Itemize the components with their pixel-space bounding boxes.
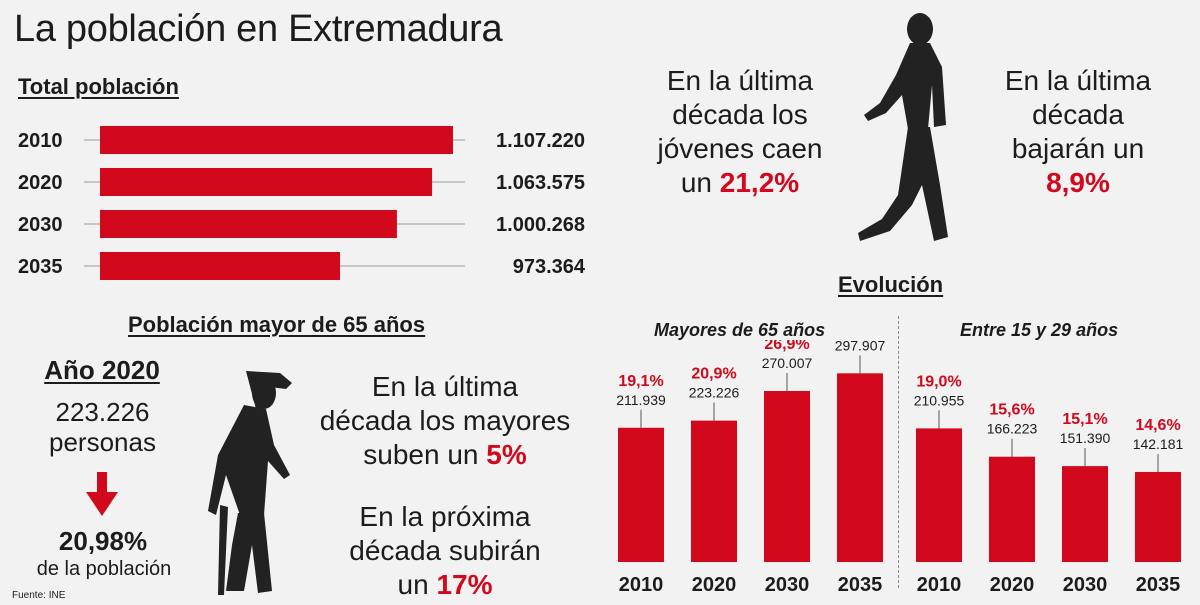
youth-value-label: 151.390 bbox=[1060, 430, 1111, 446]
seniors-percent-caption: de la población bbox=[36, 558, 172, 580]
seniors-rise-highlight: 5% bbox=[486, 439, 527, 470]
seniors-next-text: En la próxima década subirán un 17% bbox=[349, 501, 541, 600]
total-bar-2020 bbox=[100, 168, 433, 196]
youth-bar-2030 bbox=[1062, 466, 1108, 562]
total-year-label: 2035 bbox=[18, 256, 63, 278]
seniors-heading: Población mayor de 65 años bbox=[128, 312, 426, 337]
seniors-bar-2030 bbox=[764, 390, 810, 562]
seniors-percent-label: 26,9% bbox=[764, 340, 809, 353]
seniors-percent-label: 20,9% bbox=[691, 366, 736, 383]
seniors-year-label: 2020 bbox=[692, 574, 737, 596]
total-bar-2010 bbox=[100, 126, 453, 154]
youth-percent-label: 19,0% bbox=[916, 373, 961, 390]
youth-percent-label: 15,1% bbox=[1062, 411, 1107, 428]
seniors-count-block: 223.226 personas bbox=[20, 397, 185, 457]
seniors-value-label: 211.939 bbox=[616, 392, 666, 408]
seniors-bar-2010 bbox=[618, 427, 664, 562]
youth-chart-title: Entre 15 y 29 años bbox=[960, 320, 1119, 340]
seniors-next-highlight: 17% bbox=[436, 569, 493, 600]
total-value-label: 1.000.268 bbox=[496, 214, 585, 236]
young-next-text: En la última década bajarán un 8,9% bbox=[978, 64, 1178, 200]
youth-value-label: 210.955 bbox=[914, 392, 965, 408]
total-year-label: 2010 bbox=[18, 130, 63, 152]
evolution-charts: 211.939 19,1% 2010 223.226 20,9% 2020 270.007 2… bbox=[616, 340, 1184, 596]
youth-year-label: 2030 bbox=[1063, 574, 1108, 596]
source-note: Fuente: INE bbox=[12, 590, 66, 601]
seniors-year-label: 2010 bbox=[619, 574, 664, 596]
young-next-highlight: 8,9% bbox=[1046, 167, 1110, 198]
youth-year-label: 2010 bbox=[917, 574, 962, 596]
youth-bar-2035 bbox=[1135, 471, 1181, 562]
seniors-percent-label: 19,1% bbox=[618, 373, 663, 390]
seniors-percent: 20,98% bbox=[58, 526, 148, 556]
section-divider bbox=[898, 316, 899, 588]
young-person-silhouette bbox=[858, 13, 948, 241]
youth-year-label: 2035 bbox=[1136, 574, 1181, 596]
elderly-person-silhouette bbox=[208, 371, 292, 595]
total-value-label: 1.063.575 bbox=[496, 172, 585, 194]
seniors-year-label: 2030 bbox=[765, 574, 810, 596]
youth-year-label: 2020 bbox=[990, 574, 1035, 596]
total-year-label: 2020 bbox=[18, 172, 63, 194]
total-year-label: 2030 bbox=[18, 214, 63, 236]
seniors-bar-2020 bbox=[691, 420, 737, 562]
youth-value-label: 142.181 bbox=[1133, 436, 1184, 452]
total-value-label: 1.107.220 bbox=[496, 130, 585, 152]
total-population-chart: 2010 1.107.220 2020 1.063.575 2030 1.000.268 2… bbox=[18, 126, 586, 280]
page-title: La población en Extremadura bbox=[14, 8, 503, 50]
seniors-chart-title: Mayores de 65 años bbox=[654, 320, 826, 340]
seniors-year-label: 2035 bbox=[838, 574, 883, 596]
young-decline-highlight: 21,2% bbox=[719, 167, 800, 198]
arrow-down-icon bbox=[86, 472, 118, 516]
seniors-value-label: 223.226 bbox=[689, 385, 740, 401]
seniors-rise-text: En la última década los mayores suben un… bbox=[319, 371, 571, 470]
total-value-label: 973.364 bbox=[513, 256, 586, 278]
youth-bar-2010 bbox=[916, 428, 962, 562]
youth-value-label: 166.223 bbox=[987, 421, 1038, 437]
total-bar-2030 bbox=[100, 210, 397, 238]
youth-bar-2020 bbox=[989, 456, 1035, 562]
seniors-count: 223.226 bbox=[55, 397, 150, 427]
evolution-heading: Evolución bbox=[838, 272, 944, 297]
total-bar-2035 bbox=[100, 252, 340, 280]
youth-percent-label: 14,6% bbox=[1135, 417, 1180, 434]
total-population-heading: Total población bbox=[18, 74, 179, 99]
seniors-year-title: Año 2020 bbox=[44, 355, 160, 385]
young-decline-text: En la última década los jóvenes caen un … bbox=[657, 65, 823, 198]
seniors-value-label: 270.007 bbox=[762, 355, 813, 371]
seniors-value-label: 297.907 bbox=[835, 340, 886, 353]
seniors-count-unit: personas bbox=[49, 427, 156, 457]
seniors-bar-2035 bbox=[837, 373, 883, 562]
youth-percent-label: 15,6% bbox=[989, 402, 1034, 419]
